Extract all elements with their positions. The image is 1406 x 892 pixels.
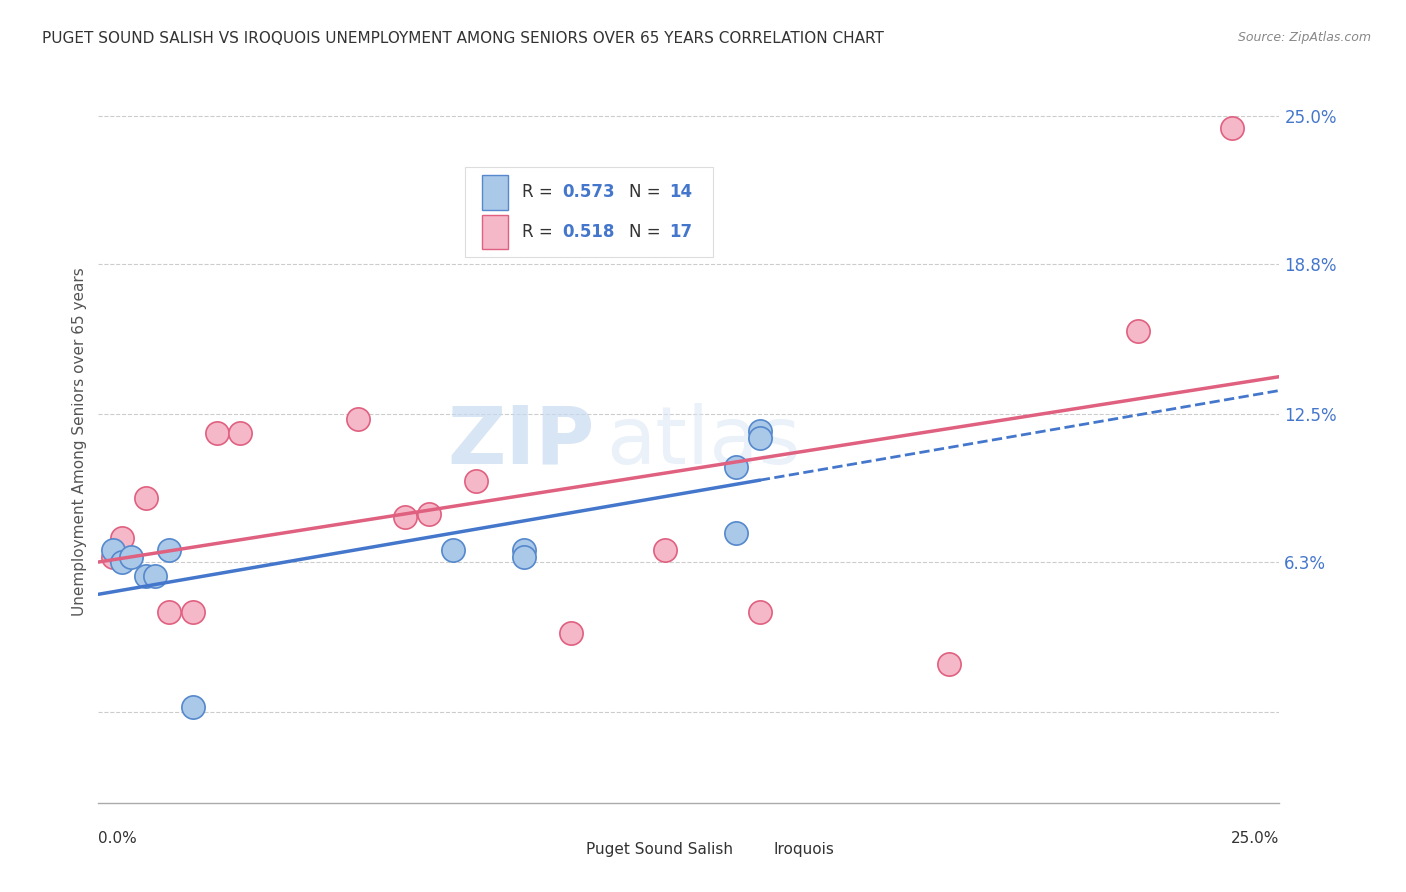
Point <box>418 508 440 522</box>
Point <box>512 543 534 558</box>
Point <box>157 543 180 558</box>
Point <box>465 474 488 488</box>
Text: 25.0%: 25.0% <box>1232 831 1279 847</box>
Text: Iroquois: Iroquois <box>773 842 835 857</box>
FancyBboxPatch shape <box>482 175 508 210</box>
Text: N =: N = <box>628 223 665 241</box>
Point <box>205 426 228 441</box>
Point <box>725 459 748 474</box>
FancyBboxPatch shape <box>742 837 768 863</box>
Point <box>135 491 157 505</box>
Point <box>1126 324 1149 338</box>
FancyBboxPatch shape <box>553 837 579 863</box>
FancyBboxPatch shape <box>482 215 508 250</box>
Point <box>121 550 143 565</box>
Text: Source: ZipAtlas.com: Source: ZipAtlas.com <box>1237 31 1371 45</box>
Point <box>394 509 416 524</box>
Y-axis label: Unemployment Among Seniors over 65 years: Unemployment Among Seniors over 65 years <box>72 268 87 615</box>
Point <box>111 531 134 545</box>
Point <box>725 526 748 541</box>
Point <box>938 657 960 672</box>
Point <box>748 431 770 445</box>
Text: 0.573: 0.573 <box>562 183 616 202</box>
Point <box>181 605 204 619</box>
Text: 17: 17 <box>669 223 692 241</box>
FancyBboxPatch shape <box>464 167 713 257</box>
Point <box>229 426 252 441</box>
Point <box>111 555 134 569</box>
Text: 14: 14 <box>669 183 692 202</box>
Point <box>560 626 582 640</box>
Text: 0.0%: 0.0% <box>98 831 138 847</box>
Text: PUGET SOUND SALISH VS IROQUOIS UNEMPLOYMENT AMONG SENIORS OVER 65 YEARS CORRELAT: PUGET SOUND SALISH VS IROQUOIS UNEMPLOYM… <box>42 31 884 46</box>
Point <box>143 569 166 583</box>
Point <box>101 543 124 558</box>
Point <box>181 700 204 714</box>
Text: N =: N = <box>628 183 665 202</box>
Text: R =: R = <box>523 183 558 202</box>
Point <box>512 550 534 565</box>
Point <box>748 424 770 438</box>
Text: atlas: atlas <box>606 402 800 481</box>
Point <box>101 550 124 565</box>
Point <box>157 605 180 619</box>
Text: R =: R = <box>523 223 558 241</box>
Point <box>654 543 676 558</box>
Text: ZIP: ZIP <box>447 402 595 481</box>
Point <box>347 412 370 426</box>
Point <box>135 569 157 583</box>
Point <box>1220 120 1243 135</box>
Text: 0.518: 0.518 <box>562 223 614 241</box>
Point <box>441 543 464 558</box>
Point <box>748 605 770 619</box>
Text: Puget Sound Salish: Puget Sound Salish <box>586 842 733 857</box>
